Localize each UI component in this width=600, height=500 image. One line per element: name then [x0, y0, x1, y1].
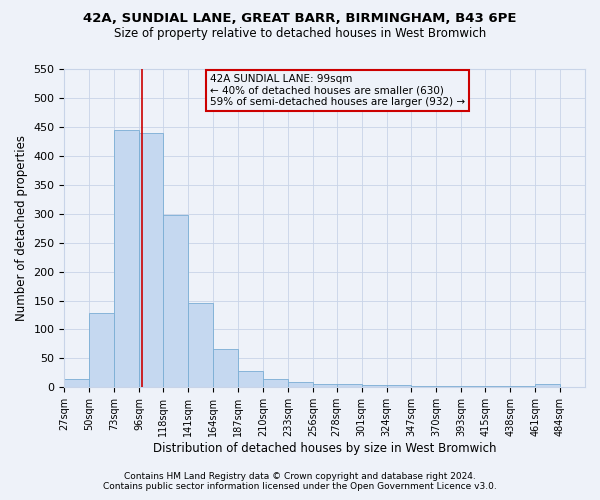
Bar: [412, 386, 436, 388]
Bar: [337, 384, 362, 388]
X-axis label: Distribution of detached houses by size in West Bromwich: Distribution of detached houses by size …: [153, 442, 496, 455]
Text: 42A SUNDIAL LANE: 99sqm
← 40% of detached houses are smaller (630)
59% of semi-d: 42A SUNDIAL LANE: 99sqm ← 40% of detache…: [210, 74, 465, 107]
Bar: [139, 132, 163, 388]
Bar: [64, 378, 89, 388]
Bar: [535, 384, 560, 388]
Bar: [313, 384, 337, 388]
Bar: [89, 314, 114, 388]
Text: Contains HM Land Registry data © Crown copyright and database right 2024.: Contains HM Land Registry data © Crown c…: [124, 472, 476, 481]
Bar: [436, 386, 461, 388]
Bar: [163, 215, 188, 388]
Bar: [114, 130, 139, 388]
Bar: [461, 386, 485, 388]
Bar: [510, 386, 535, 388]
Bar: [288, 382, 313, 388]
Text: Contains public sector information licensed under the Open Government Licence v3: Contains public sector information licen…: [103, 482, 497, 491]
Bar: [386, 385, 412, 388]
Bar: [485, 386, 510, 388]
Text: Size of property relative to detached houses in West Bromwich: Size of property relative to detached ho…: [114, 28, 486, 40]
Bar: [238, 370, 263, 388]
Y-axis label: Number of detached properties: Number of detached properties: [15, 135, 28, 321]
Bar: [362, 385, 386, 388]
Text: 42A, SUNDIAL LANE, GREAT BARR, BIRMINGHAM, B43 6PE: 42A, SUNDIAL LANE, GREAT BARR, BIRMINGHA…: [83, 12, 517, 26]
Bar: [263, 379, 288, 388]
Bar: [213, 348, 238, 388]
Bar: [188, 303, 213, 388]
